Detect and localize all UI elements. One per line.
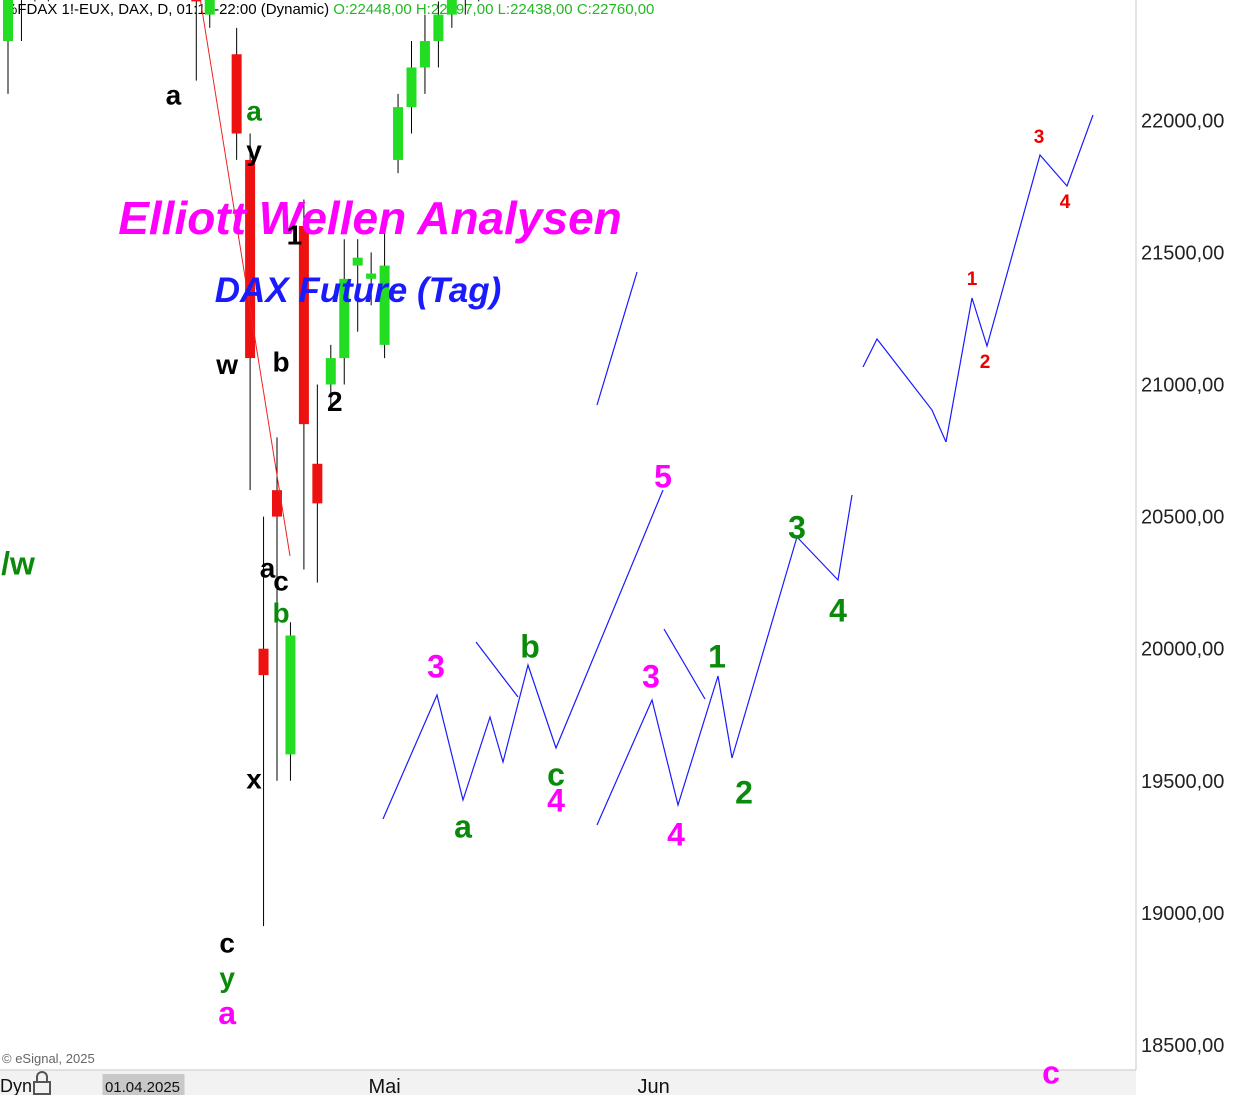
candle-body [393,107,404,160]
candle-body [245,159,256,359]
y-axis-panel [1136,0,1249,1095]
projection-label: 4 [667,817,685,853]
candle-body [231,54,242,134]
y-tick-label: 20000,00 [1141,639,1224,661]
y-tick-label: 19000,00 [1141,903,1224,925]
x-tick-label: 01.04.2025 [105,1079,180,1095]
chart-header: %FDAX 1!-EUX, DAX, D, 01:10-22:00 (Dynam… [4,1,654,18]
projection-label: 4 [1060,192,1071,213]
candle-body [285,635,296,755]
x-tick-label: Mai [368,1076,400,1095]
candle-body [379,265,390,345]
y-tick-label: 18500,00 [1141,1035,1224,1057]
lock-icon [33,1081,51,1095]
projection-label: c [1042,1055,1060,1091]
wave-projection-line [596,494,853,826]
candle-body [366,273,377,279]
projection-label: 3 [1034,127,1045,148]
wave-label: a [260,552,276,583]
symbol-line: %FDAX 1!-EUX, DAX, D, 01:10-22:00 (Dynam… [4,1,330,18]
x-edge-text: Dyn [0,1076,32,1095]
wave-projection-line [596,271,638,406]
wave-projection-line [862,337,947,443]
candle-body [406,67,417,108]
candle-body [3,0,13,42]
chart-title: Elliott Wellen Analysen [118,192,622,244]
wave-label: 1 [287,219,303,250]
wave-label: c [273,566,289,597]
candle-body [191,0,202,2]
projection-label: 5 [654,459,672,495]
wave-label: y [246,135,262,166]
candle-body [446,0,457,15]
wave-label: b [272,597,289,628]
candle-body [419,41,430,68]
y-tick-label: 22000,00 [1141,110,1224,132]
wave-projection-line [475,641,519,698]
wave-label: a [246,95,262,126]
projection-label: 4 [547,783,565,819]
wave-projection-line [382,489,664,820]
projection-label: 4 [829,593,847,629]
ohlc-values: O:22448,00 H:22797,00 L:22438,00 C:22760… [333,1,655,18]
x-axis-panel [0,1070,1136,1095]
wave-label: c [219,928,235,959]
projection-label: 3 [642,659,660,695]
y-tick-label: 21000,00 [1141,375,1224,397]
candle-body [272,490,282,517]
wave-label: 2 [327,386,343,417]
candle-body [204,0,215,15]
candle-body [433,14,444,42]
projection-label: b [520,629,540,665]
projection-label: 3 [427,649,445,685]
wave-label: b [272,346,289,377]
x-date-box [102,1074,185,1095]
candle-body [298,225,309,425]
y-tick-label: 21500,00 [1141,242,1224,264]
candle-body [258,648,269,676]
projection-label: 3 [788,510,806,546]
projection-label: 2 [980,352,991,373]
wave-label: w [215,349,238,380]
candle-body [352,257,363,266]
candle-body [312,463,323,504]
projection-label: 2 [735,775,753,811]
wave-label: a [166,79,182,110]
wave-label: a [218,995,236,1031]
projection-label: /w [1,546,35,582]
candle-body [339,278,350,359]
chart-subtitle: DAX Future (Tag) [215,271,501,310]
wave-label: x [246,764,262,795]
candle-body [325,358,336,385]
projection-label: c [547,757,565,793]
projection-label: 1 [967,269,978,290]
wave-projection-line [663,628,706,700]
projection-label: a [454,809,472,845]
y-tick-label: 20500,00 [1141,507,1224,529]
y-tick-label: 19500,00 [1141,771,1224,793]
projection-label: 1 [708,639,726,675]
x-tick-label: Jun [637,1076,669,1095]
lock-icon [36,1071,48,1082]
wave-label: y [219,962,235,993]
trendline-red [199,0,291,557]
source-label: © eSignal, 2025 [2,1051,95,1066]
wave-projection-line [945,114,1094,443]
